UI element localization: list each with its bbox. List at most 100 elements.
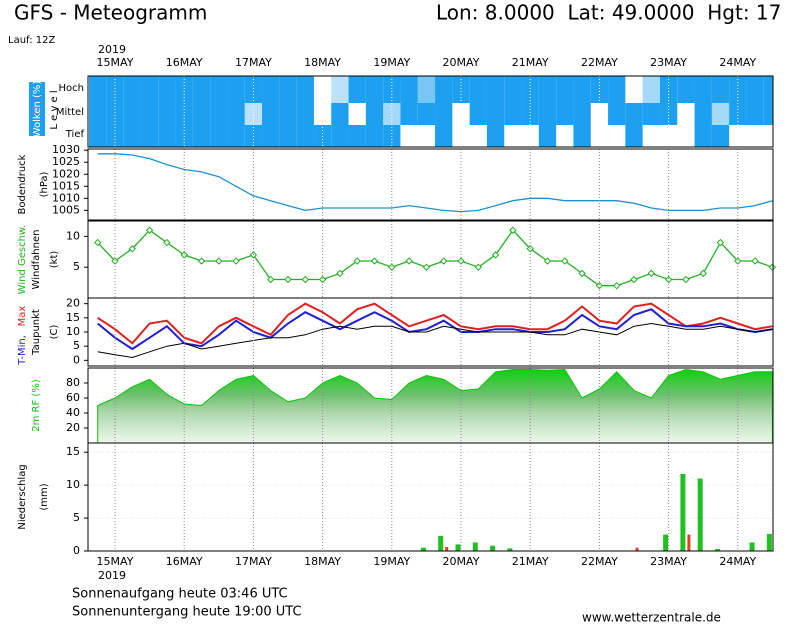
cloud-cell (521, 76, 539, 103)
cloud-cell (89, 125, 107, 147)
marker (439, 257, 448, 265)
cloud-cell (711, 125, 730, 147)
cloud-cell (348, 76, 366, 103)
cloud-cell (210, 103, 228, 125)
y-tick-label: 5 (73, 260, 80, 273)
bar (438, 535, 444, 551)
cloud-cell (192, 76, 211, 103)
level-label: Mittel (56, 107, 84, 118)
marker (509, 226, 517, 234)
cloud-cell (573, 76, 591, 103)
y-tick-label: 20 (66, 297, 80, 310)
x-tick-label: 20MAY (443, 56, 480, 69)
panel-frame (87, 297, 774, 367)
bar (680, 473, 686, 551)
marker (163, 238, 171, 247)
y-tick-label: 5 (73, 339, 80, 352)
cloud-cell (175, 103, 193, 125)
bar (445, 547, 449, 551)
bar (472, 542, 478, 551)
cloud-cell (123, 103, 141, 125)
y-tick-label: 80 (66, 376, 80, 389)
y-tick-label: 1015 (52, 179, 80, 192)
panel-frame (87, 220, 774, 299)
cloud-cell (400, 103, 418, 125)
x-tick-label: 16MAY (166, 56, 203, 69)
x-tick-label: 18MAY (304, 56, 341, 69)
cloud-cell (642, 76, 660, 103)
cloud-cell (538, 76, 557, 103)
bar (490, 545, 496, 551)
y-tick-label: 1025 (52, 155, 80, 168)
cloud-cell (210, 125, 228, 147)
cloud-cell (590, 76, 609, 103)
cloud-cell (89, 76, 107, 103)
bar (455, 544, 461, 551)
marker (578, 269, 586, 278)
line (97, 322, 773, 359)
level-axis-label: L e v e l (49, 90, 60, 129)
cloud-cell (192, 103, 211, 125)
cloud-cell (486, 103, 505, 125)
cloud-cell (556, 125, 573, 147)
cloud-cell (470, 125, 487, 147)
cloud-cell (746, 76, 764, 103)
cloud-cell (729, 103, 747, 125)
marker (682, 275, 690, 284)
marker (370, 257, 379, 265)
y-label: T-Min, (17, 335, 28, 366)
line (97, 229, 773, 287)
marker (145, 226, 154, 234)
cloud-cell (331, 76, 349, 103)
cloud-cell (123, 76, 141, 103)
cloud-cell (556, 103, 574, 125)
cloud-cell (659, 103, 678, 125)
cloud-cell (227, 76, 245, 103)
marker (699, 269, 707, 278)
cloud-cell (383, 103, 401, 125)
cloud-cell (608, 103, 626, 125)
cloud-cell (106, 103, 124, 125)
cloud-cell (608, 76, 626, 103)
y-label: (kt) (49, 251, 60, 269)
cloud-cell (573, 103, 591, 125)
line (97, 153, 773, 213)
x-tick-label: 20MAY (443, 555, 480, 568)
cloud-cell (296, 103, 314, 125)
y-tick-label: 1010 (52, 191, 80, 204)
cloud-cell (175, 76, 193, 103)
year: 2019 (98, 43, 126, 56)
cloud-cell (140, 125, 159, 147)
marker (301, 275, 310, 284)
marker (215, 257, 223, 265)
year: 2019 (98, 569, 126, 582)
cloud-cell (642, 103, 660, 125)
cloud-cell (365, 76, 384, 103)
cloud-cell (625, 103, 643, 125)
marker (284, 275, 292, 284)
x-tick-label: 21MAY (512, 56, 549, 69)
cloud-cell (643, 125, 660, 147)
bar (766, 533, 772, 551)
cloud-cell (349, 103, 366, 125)
cloud-cell (452, 76, 470, 103)
cloud-cell (348, 125, 366, 147)
cloud-cell (608, 125, 625, 147)
line (97, 308, 773, 351)
sunset: Sonnenuntergang heute 19:00 UTC (72, 605, 302, 620)
bar (507, 548, 513, 551)
marker (422, 263, 431, 271)
level-label: Hoch (59, 83, 84, 94)
bar (715, 549, 720, 551)
y-tick-label: 1005 (52, 203, 80, 216)
x-tick-label: 18MAY (304, 555, 341, 568)
marker (93, 238, 102, 247)
cloud-cell (694, 103, 712, 125)
marker (388, 263, 396, 271)
y-label: Windfahnen (31, 230, 42, 290)
cloud-cell (538, 103, 557, 125)
cloud-cell (244, 76, 263, 103)
y-label: Wolken (%) (32, 81, 43, 138)
cloud-cell (140, 103, 159, 125)
